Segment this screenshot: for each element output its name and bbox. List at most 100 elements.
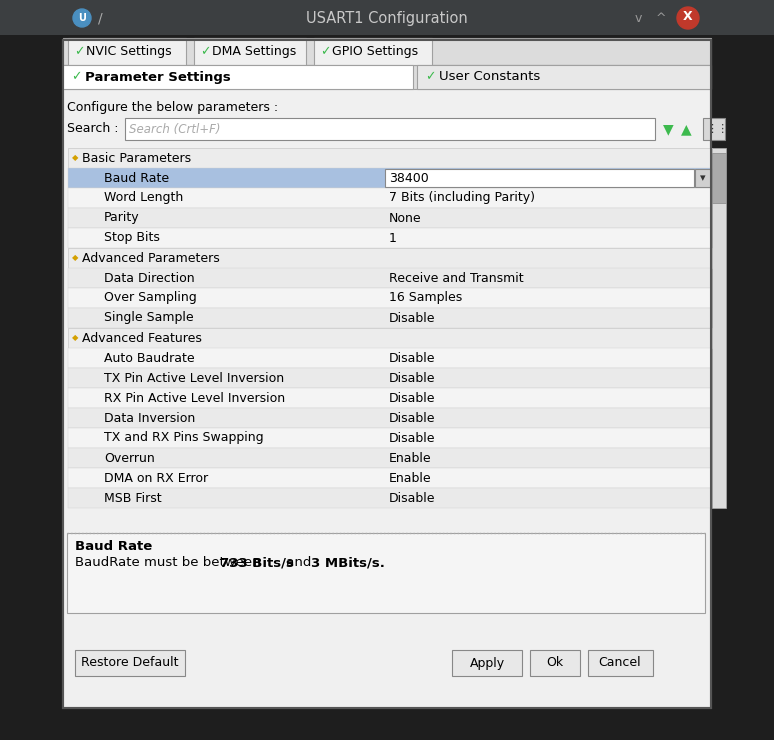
Text: Disable: Disable [389,391,436,405]
Text: NVIC Settings: NVIC Settings [86,45,172,58]
Text: Word Length: Word Length [104,192,183,204]
Bar [417,65,711,89]
Bar [68,168,712,188]
Bar [385,169,694,187]
Bar [452,650,522,676]
Bar [63,38,711,65]
Bar [68,308,712,328]
Text: X: X [683,10,693,24]
Text: v: v [635,12,642,24]
Text: Baud Rate: Baud Rate [104,172,170,184]
Text: Enable: Enable [389,451,432,465]
Bar [68,348,712,368]
Text: Configure the below parameters :: Configure the below parameters : [67,101,278,113]
Bar [712,148,726,508]
Text: ✓: ✓ [74,45,84,58]
Text: Overrun: Overrun [104,451,155,465]
Bar [63,40,711,708]
Text: ✓: ✓ [71,70,81,84]
Text: RX Pin Active Level Inversion: RX Pin Active Level Inversion [104,391,285,405]
Text: Disable: Disable [389,431,436,445]
Text: 7 Bits (including Parity): 7 Bits (including Parity) [389,192,535,204]
Text: Restore Default: Restore Default [81,656,179,670]
Bar [67,533,705,613]
Bar [68,448,712,468]
Text: 16 Samples: 16 Samples [389,292,462,304]
Bar [0,0,774,35]
Text: Disable: Disable [389,312,436,325]
Bar [68,248,712,268]
Text: ◆: ◆ [72,153,78,163]
Text: Receive and Transmit: Receive and Transmit [389,272,524,284]
Text: Advanced Features: Advanced Features [82,332,202,345]
Text: DMA Settings: DMA Settings [212,45,296,58]
Text: Disable: Disable [389,411,436,425]
Text: DMA on RX Error: DMA on RX Error [104,471,208,485]
Text: TX Pin Active Level Inversion: TX Pin Active Level Inversion [104,371,284,385]
Text: Parity: Parity [104,212,139,224]
Bar [63,65,711,89]
Text: /: / [98,11,102,25]
Text: ✓: ✓ [320,45,330,58]
Text: Stop Bits: Stop Bits [104,232,160,244]
Text: Ok: Ok [546,656,563,670]
Text: Over Sampling: Over Sampling [104,292,197,304]
Bar [68,468,712,488]
Text: Single Sample: Single Sample [104,312,194,325]
Text: 733 Bits/s: 733 Bits/s [220,556,294,570]
Bar [68,368,712,388]
Bar [75,650,185,676]
Text: ✓: ✓ [200,45,211,58]
Bar [68,268,712,288]
Bar [68,428,712,448]
Text: MSB First: MSB First [104,491,162,505]
Bar [68,208,712,228]
Text: Disable: Disable [389,371,436,385]
Text: ⋮⋮: ⋮⋮ [706,124,728,134]
Bar [68,188,712,208]
Text: Parameter Settings: Parameter Settings [85,70,231,84]
Text: ▼: ▼ [663,122,673,136]
Text: ◆: ◆ [72,334,78,343]
Text: ^: ^ [656,12,666,24]
Circle shape [677,7,699,29]
Bar [68,328,712,348]
Text: ◆: ◆ [72,254,78,263]
Text: 38400: 38400 [389,172,429,184]
Text: U: U [78,13,86,23]
Bar [68,228,712,248]
Bar [68,488,712,508]
Text: TX and RX Pins Swapping: TX and RX Pins Swapping [104,431,264,445]
Text: ✓: ✓ [425,70,436,84]
Bar [530,650,580,676]
Bar [68,408,712,428]
Bar [314,38,432,65]
Bar [695,169,711,187]
Bar [125,118,655,140]
Bar [68,148,712,168]
Text: Cancel: Cancel [598,656,642,670]
Bar [63,118,709,140]
Text: GPIO Settings: GPIO Settings [332,45,418,58]
Text: User Constants: User Constants [439,70,540,84]
Text: ▲: ▲ [681,122,692,136]
Text: USART1 Configuration: USART1 Configuration [307,10,467,25]
Bar [703,118,725,140]
Bar [63,40,711,708]
Text: Enable: Enable [389,471,432,485]
Text: Search :: Search : [67,123,118,135]
Text: Disable: Disable [389,352,436,365]
Text: Basic Parameters: Basic Parameters [82,152,191,164]
Bar [63,65,413,89]
Text: 1: 1 [389,232,397,244]
Bar [68,288,712,308]
Text: Auto Baudrate: Auto Baudrate [104,352,194,365]
Circle shape [73,9,91,27]
Bar [68,388,712,408]
Text: and: and [282,556,316,570]
Bar [194,38,306,65]
Text: None: None [389,212,422,224]
Bar [712,153,726,203]
Text: ▾: ▾ [700,173,706,183]
Text: BaudRate must be between: BaudRate must be between [75,556,265,570]
